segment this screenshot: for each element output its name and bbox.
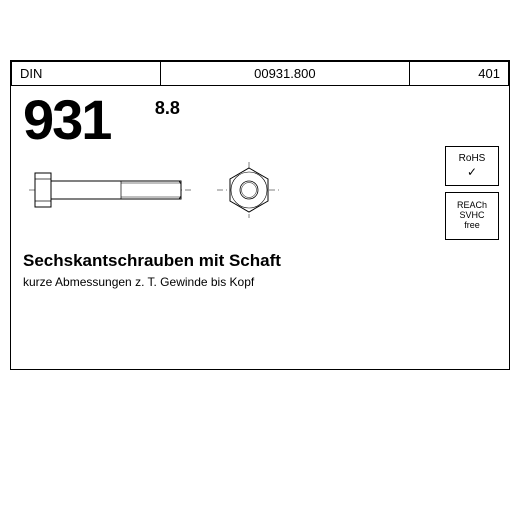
spec-card: DIN 00931.800 401 931 8.8 <box>10 60 510 370</box>
compliance-badges: RoHS ✓ REACh SVHC free <box>445 146 499 246</box>
standard-number: 931 <box>23 92 110 148</box>
product-title: Sechskantschrauben mit Schaft <box>23 251 497 271</box>
grade-label: 8.8 <box>155 98 180 119</box>
header-row: DIN 00931.800 401 <box>12 62 509 86</box>
technical-drawing <box>29 160 497 225</box>
header-table: DIN 00931.800 401 <box>11 61 509 86</box>
reach-line3: free <box>464 221 480 231</box>
rohs-badge: RoHS ✓ <box>445 146 499 186</box>
reach-badge: REACh SVHC free <box>445 192 499 240</box>
header-page: 401 <box>409 62 508 86</box>
product-subtitle: kurze Abmessungen z. T. Gewinde bis Kopf <box>23 275 497 289</box>
header-standard: DIN <box>12 62 161 86</box>
bolt-diagram-svg <box>29 160 309 220</box>
bolt-side-view <box>29 173 194 207</box>
content-area: 931 8.8 <box>11 86 509 301</box>
header-code: 00931.800 <box>161 62 410 86</box>
check-icon: ✓ <box>467 166 477 179</box>
bolt-hex-view <box>217 162 281 218</box>
rohs-label: RoHS <box>459 153 486 164</box>
